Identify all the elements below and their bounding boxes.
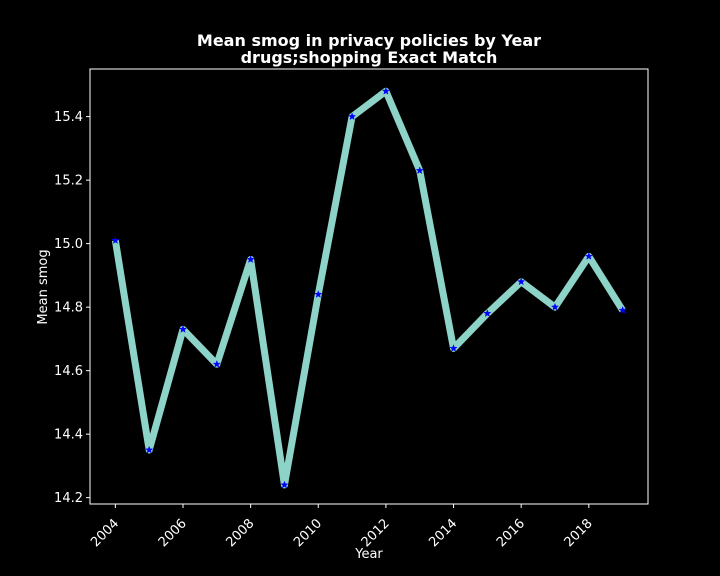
data-point-marker xyxy=(280,480,289,489)
y-tick-label: 14.8 xyxy=(54,301,83,316)
chart-title-line-1: Mean smog in privacy policies by Year xyxy=(197,31,541,50)
data-point-marker xyxy=(584,252,593,260)
data-point-marker xyxy=(550,302,560,311)
y-tick-label: 14.6 xyxy=(54,364,83,379)
data-point-marker xyxy=(483,309,492,317)
data-point-marker xyxy=(145,445,154,454)
data-point-marker xyxy=(449,344,458,352)
data-point-marker xyxy=(178,325,188,333)
data-point-marker xyxy=(314,290,323,298)
y-tick-label: 15.4 xyxy=(54,110,83,125)
series xyxy=(111,86,627,489)
y-axis-label: Mean smog xyxy=(36,249,51,324)
data-point-marker xyxy=(212,359,221,368)
axes xyxy=(89,68,649,505)
y-tick-label: 15.0 xyxy=(54,237,83,252)
data-point-marker xyxy=(347,112,357,121)
data-point-marker xyxy=(415,166,424,175)
chart-title-line-2: drugs;shopping Exact Match xyxy=(241,48,498,67)
data-point-marker xyxy=(381,86,391,95)
y-tick-label: 14.2 xyxy=(54,491,83,506)
data-point-marker xyxy=(517,277,526,286)
y-tick-label: 15.2 xyxy=(54,174,83,189)
series-line xyxy=(111,87,626,489)
axes-frame xyxy=(89,68,649,505)
x-axis-label: Year xyxy=(354,547,383,562)
y-tick-label: 14.4 xyxy=(54,428,83,443)
data-point-marker xyxy=(246,255,255,264)
data-point-marker xyxy=(111,236,120,244)
data-point-marker xyxy=(618,305,627,314)
